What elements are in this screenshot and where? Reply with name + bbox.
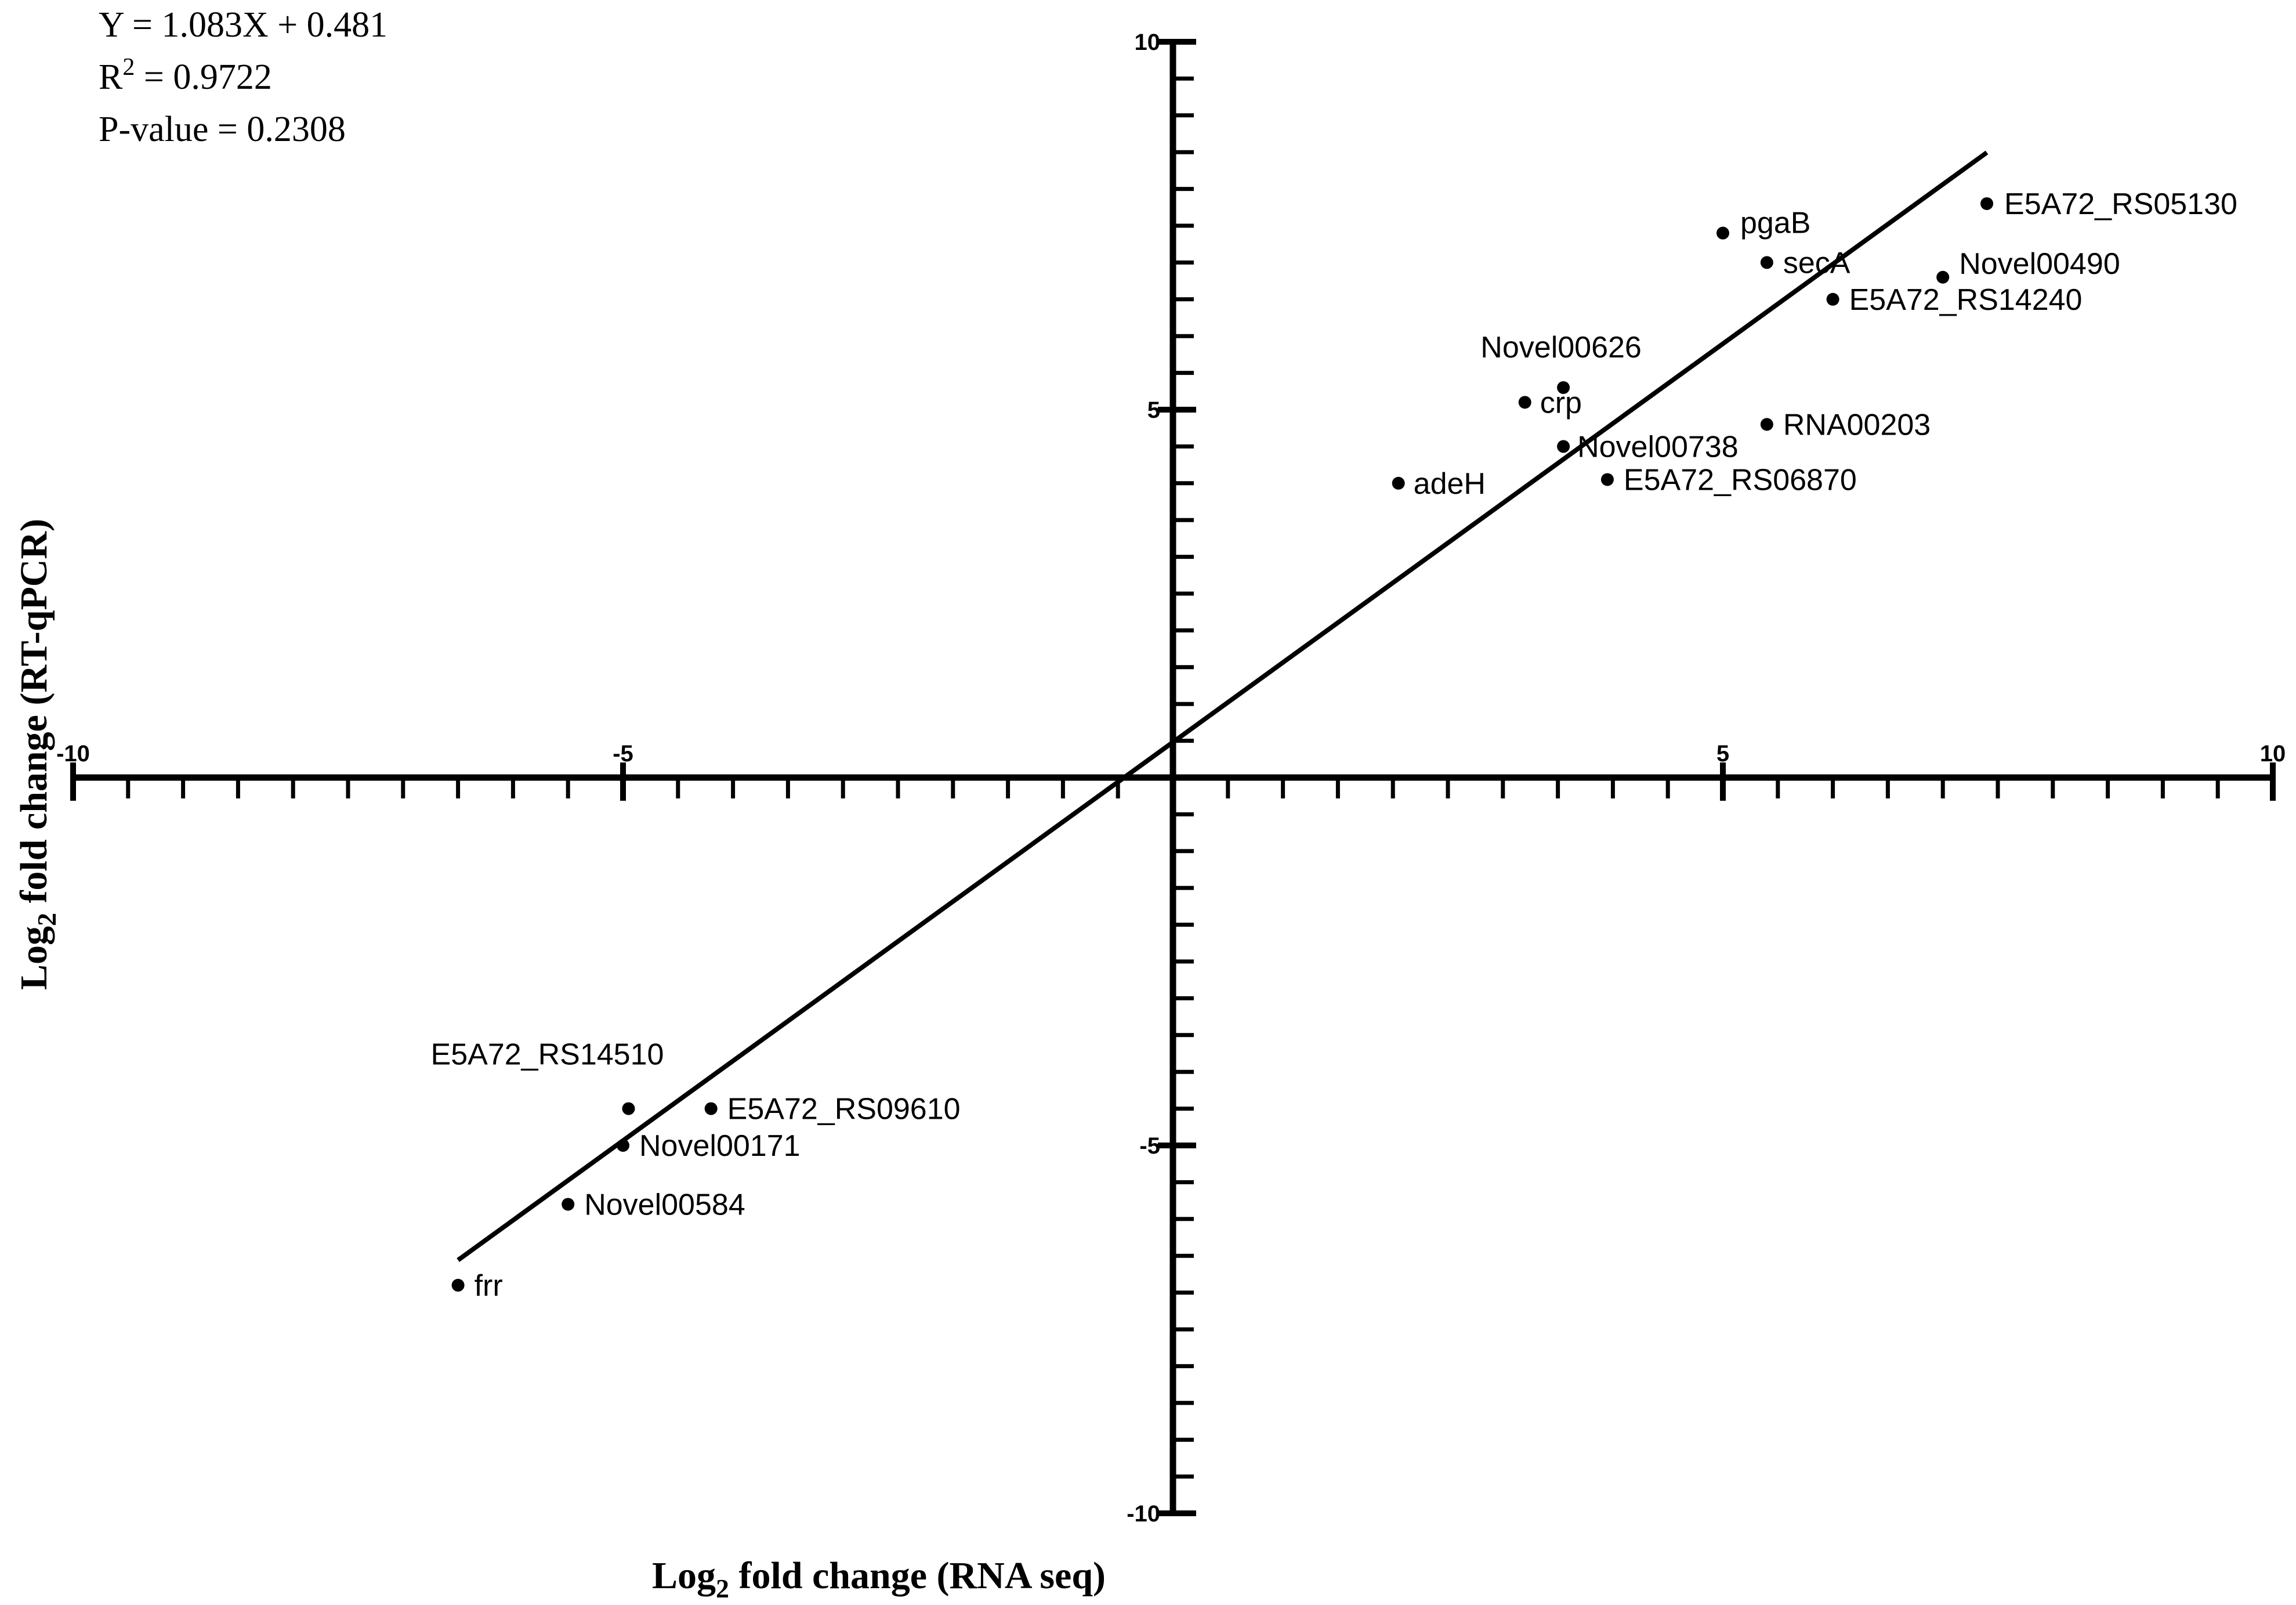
y-axis-label-prefix: Log [13, 926, 55, 990]
data-point-label: E5A72_RS06870 [1624, 463, 1857, 497]
r-squared-value: = 0.9722 [135, 57, 271, 97]
x-tick-label: -5 [613, 741, 633, 767]
data-point [1600, 473, 1614, 486]
data-point [1518, 396, 1531, 409]
data-point-label: E5A72_RS14510 [431, 1038, 664, 1072]
x-axis-label: Log2 fold change (RNA seq) [652, 1555, 1106, 1603]
x-tick-label: 5 [1716, 741, 1729, 767]
data-point-label: pgaB [1740, 207, 1810, 240]
data-point-label: Novel00626 [1480, 331, 1642, 364]
axes: -10 -5 5 10 10 5 -5 -10 [56, 30, 2286, 1527]
data-point [451, 1278, 465, 1292]
data-point-label: Novel00584 [584, 1188, 745, 1221]
regression-line [457, 150, 1989, 1262]
data-point-label: E5A72_RS09610 [727, 1093, 961, 1126]
data-point-label: RNA00203 [1783, 408, 1931, 442]
major-ticks [70, 39, 2276, 1516]
x-tick-label: 10 [2260, 741, 2286, 767]
data-point-label: Novel00738 [1577, 430, 1739, 464]
x-axis-label-suffix: fold change (RNA seq) [729, 1555, 1106, 1597]
data-point [1760, 256, 1773, 269]
y-tick-label: -5 [1139, 1133, 1160, 1159]
y-axis-label-subscript: 2 [32, 913, 61, 926]
p-value-text: P-value = 0.2308 [99, 110, 346, 149]
data-point-label: frr [475, 1269, 503, 1303]
data-point-label: adeH [1414, 467, 1486, 501]
y-tick-label: -10 [1127, 1501, 1160, 1527]
x-axis-label-prefix: Log [652, 1555, 716, 1597]
data-point [1760, 418, 1773, 431]
data-point-label: crp [1540, 386, 1582, 420]
data-point [1936, 270, 1950, 284]
data-point-label: Novel00490 [1959, 247, 2120, 281]
data-point [622, 1102, 635, 1115]
r-squared-text: R2 = 0.9722 [99, 54, 272, 97]
data-point-label: secA [1783, 246, 1850, 280]
data-point [1716, 226, 1729, 240]
r-squared-prefix: R [99, 57, 123, 97]
data-point-label: Novel00171 [639, 1129, 801, 1163]
y-axis-label-suffix: fold change (RT-qPCR) [13, 519, 55, 913]
y-tick-label: 10 [1135, 30, 1161, 55]
y-axis-label: Log2 fold change (RT-qPCR) [13, 519, 61, 990]
data-point [1826, 292, 1839, 306]
r-squared-superscript: 2 [122, 54, 135, 81]
data-points [451, 197, 1994, 1292]
data-point [1980, 197, 1994, 210]
data-point [1557, 440, 1570, 453]
data-point-label: E5A72_RS05130 [2004, 187, 2237, 221]
data-point [617, 1139, 629, 1152]
equation-text: Y = 1.083X + 0.481 [99, 5, 388, 45]
data-point [704, 1102, 718, 1115]
data-point-label: E5A72_RS14240 [1849, 283, 2083, 317]
data-point [562, 1198, 575, 1211]
regression-annotations: Y = 1.083X + 0.481 R2 = 0.9722 P-value =… [99, 5, 388, 149]
x-tick-label: -10 [56, 741, 90, 767]
y-tick-label: 5 [1147, 397, 1160, 423]
data-point [1557, 381, 1570, 394]
tick-labels: -10 -5 5 10 10 5 -5 -10 [56, 30, 2286, 1527]
x-axis-label-subscript: 2 [716, 1574, 729, 1603]
data-point [1392, 476, 1405, 490]
